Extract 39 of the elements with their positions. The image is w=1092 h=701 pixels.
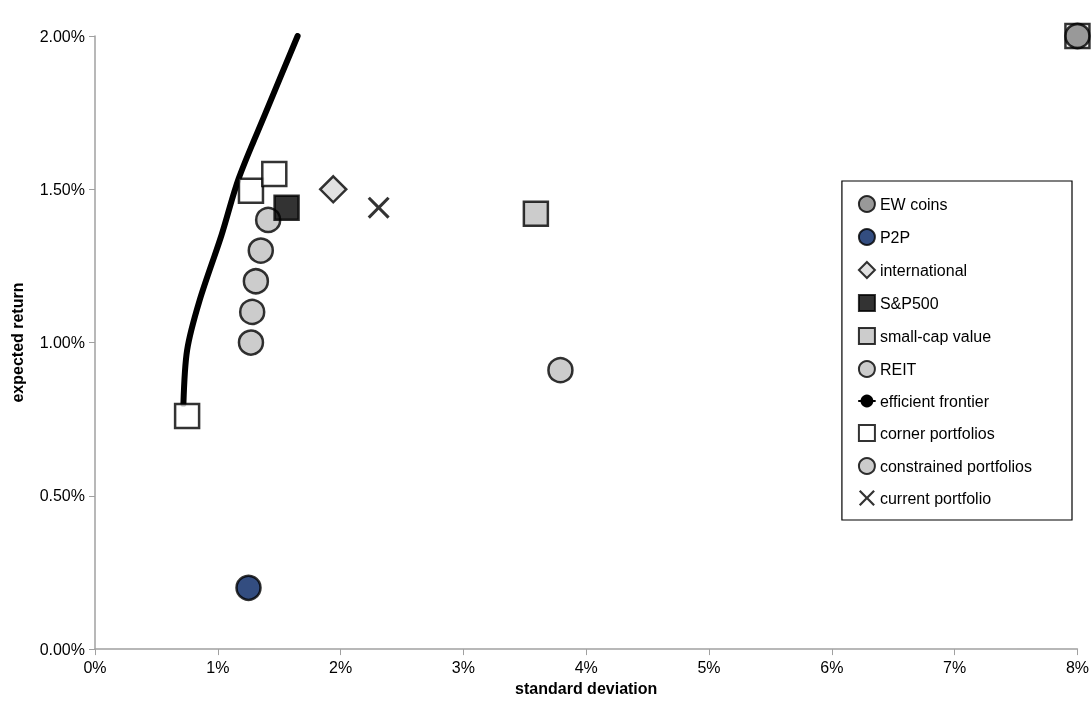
- legend-label: REIT: [879, 360, 917, 378]
- legend-label: international: [879, 261, 968, 279]
- legend-label: S&P500: [879, 294, 939, 312]
- legend-label: current portfolio: [879, 489, 992, 507]
- point: [522, 200, 550, 228]
- y-axis-title: expected return: [8, 282, 26, 403]
- point: [247, 237, 275, 264]
- point: [235, 574, 262, 602]
- x-tick-label: 0%: [83, 658, 107, 676]
- y-tick-label: 0.50%: [39, 487, 85, 505]
- point: [238, 298, 266, 326]
- y-tick-label: 1.50%: [39, 180, 85, 198]
- point: [318, 175, 348, 204]
- y-tick-label: 2.00%: [39, 27, 85, 45]
- point: [367, 196, 390, 219]
- x-tick-label: 3%: [451, 658, 475, 676]
- point: [273, 194, 300, 221]
- legend-label: small-cap value: [879, 327, 992, 345]
- point: [242, 268, 270, 295]
- x-tick-label: 8%: [1065, 658, 1089, 676]
- legend-label: P2P: [879, 228, 911, 246]
- point: [173, 402, 201, 430]
- x-tick-label: 4%: [574, 658, 598, 676]
- legend-label: efficient frontier: [879, 392, 990, 410]
- point: [237, 329, 265, 356]
- y-tick-label: 1.00%: [39, 334, 85, 352]
- legend-label: EW coins: [879, 195, 948, 213]
- x-axis-title: standard deviation: [515, 679, 658, 697]
- legend-label: constrained portfolios: [879, 457, 1033, 475]
- x-tick-label: 6%: [820, 658, 844, 676]
- x-tick-label: 5%: [697, 658, 721, 676]
- y-tick-label: 0.00%: [39, 640, 85, 658]
- point: [237, 177, 265, 205]
- x-tick-label: 2%: [329, 658, 353, 676]
- point: [261, 160, 288, 188]
- x-tick-label: 1%: [206, 658, 230, 676]
- legend-label: corner portfolios: [879, 424, 995, 442]
- point: [547, 356, 574, 384]
- x-tick-label: 7%: [943, 658, 967, 676]
